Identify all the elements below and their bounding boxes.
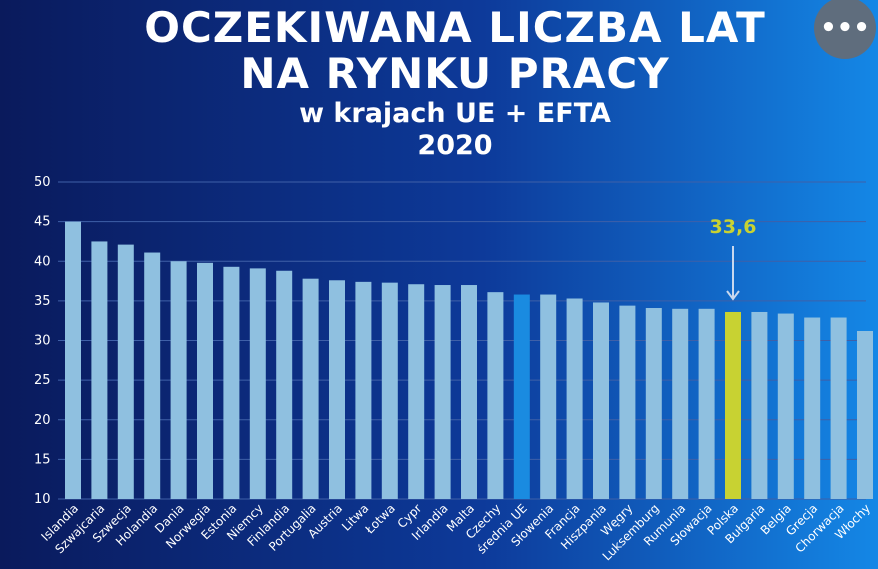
y-tick-label: 30 <box>34 334 51 349</box>
bar <box>566 298 583 499</box>
bar <box>461 285 477 499</box>
x-tick-label: Łotwa <box>362 501 398 537</box>
bar <box>434 285 451 499</box>
y-tick-label: 20 <box>34 413 51 428</box>
chart-title: OCZEKIWANA LICZBA LAT <box>144 3 766 52</box>
chart-title-line2: NA RYNKU PRACY <box>240 49 670 98</box>
bar <box>619 305 636 499</box>
bar <box>725 311 741 499</box>
more-dots-icon: ••• <box>820 13 870 43</box>
bar <box>223 266 240 499</box>
y-tick-label: 45 <box>34 215 51 230</box>
bar <box>513 294 530 499</box>
y-tick-label: 10 <box>34 492 51 507</box>
bar <box>276 270 293 499</box>
more-options-button[interactable]: ••• <box>814 0 876 59</box>
bar <box>117 244 134 499</box>
y-tick-label: 50 <box>34 175 51 190</box>
bar <box>830 317 847 499</box>
bar <box>698 308 715 499</box>
bar <box>144 252 161 499</box>
y-tick-label: 15 <box>34 452 51 467</box>
bar <box>777 313 794 499</box>
chart-subtitle: w krajach UE + EFTA <box>299 98 611 129</box>
bar <box>355 281 372 499</box>
y-tick-label: 25 <box>34 373 51 388</box>
bar <box>751 311 768 499</box>
bar <box>302 278 319 499</box>
annotation-arrow-head <box>726 290 740 301</box>
bar <box>65 221 81 499</box>
bar <box>329 280 345 499</box>
y-tick-label: 40 <box>34 254 51 269</box>
bar <box>197 262 213 499</box>
bar <box>540 294 557 499</box>
chart-year: 2020 <box>417 130 493 161</box>
bar <box>672 308 689 499</box>
bar <box>249 268 266 499</box>
bar <box>857 330 873 499</box>
bar <box>170 261 187 499</box>
data-label: 33,6 <box>710 216 757 238</box>
bar <box>645 308 662 499</box>
bar <box>381 282 398 499</box>
bar <box>91 241 108 499</box>
bar <box>593 302 609 499</box>
bar <box>408 284 425 499</box>
bar <box>804 317 821 499</box>
y-tick-label: 35 <box>34 294 51 309</box>
bar <box>487 292 504 499</box>
